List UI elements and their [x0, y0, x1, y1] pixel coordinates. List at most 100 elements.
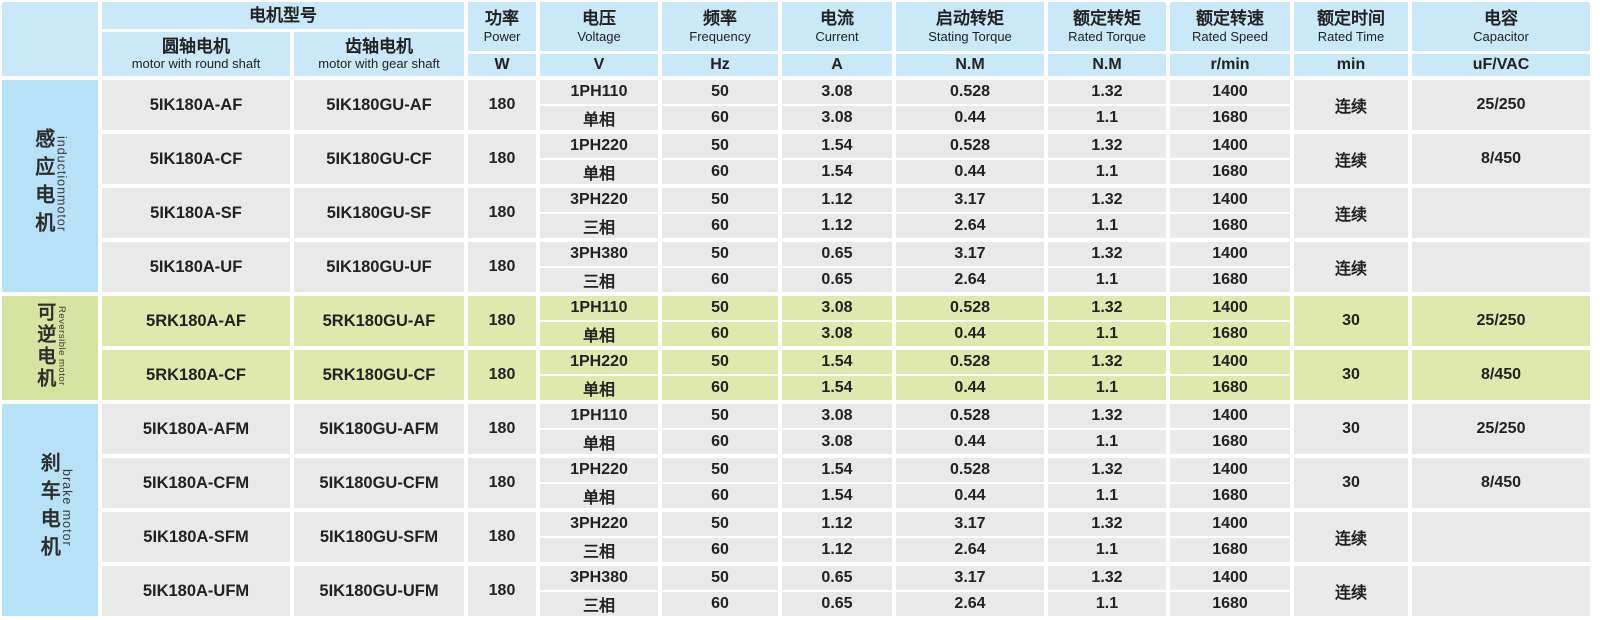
cell-gear-shaft-model: 5IK180GU-CFM: [294, 458, 468, 512]
header-current-en: Current: [815, 28, 859, 44]
cell-rated-time: 30: [1294, 296, 1412, 350]
cell-rated-speed: 1680: [1170, 160, 1294, 188]
cell-voltage-phase: 单相: [540, 160, 662, 188]
cell-stating-torque: 3.17: [896, 512, 1048, 538]
cell-stating-torque: 0.44: [896, 376, 1048, 404]
header-power: 功率 Power: [468, 2, 540, 54]
cell-stating-torque: 0.528: [896, 458, 1048, 484]
cell-rated-speed: 1680: [1170, 538, 1294, 566]
cell-capacitor: 25/250: [1412, 404, 1594, 458]
motor-row: 5IK180A-UF 5IK180GU-UF 180 3PH380 50 0.65 3.17…: [2, 242, 1594, 296]
table-header: 电机型号 功率 Power 电压 Voltage 频率 Frequency 电流…: [2, 2, 1594, 80]
cell-power: 180: [468, 458, 540, 512]
header-current-zh: 电流: [820, 9, 854, 29]
cell-rated-speed: 1400: [1170, 350, 1294, 376]
cell-rated-torque: 1.1: [1048, 430, 1170, 458]
cell-stating-torque: 0.44: [896, 322, 1048, 350]
group-label-en: inductionmotor: [54, 135, 69, 232]
cell-power: 180: [468, 188, 540, 242]
table-body: 感应电机 inductionmotor 5IK180A-AF 5IK180GU-AF 1…: [2, 80, 1594, 620]
cell-frequency: 50: [662, 566, 782, 592]
cell-frequency: 60: [662, 106, 782, 134]
header-rated-torque: 额定转矩 Rated Torque: [1048, 2, 1170, 54]
motor-row: 刹车电机 brake motor 5IK180A-AFM 5IK180GU-AFM 18…: [2, 404, 1594, 620]
motor-row-sub: 单相 60 3.08 0.44 1.1 1680: [2, 106, 1594, 134]
group-label-zh: 可逆电机: [34, 301, 56, 390]
header-rated-time-zh: 额定时间: [1317, 9, 1385, 29]
motor-row: 5RK180A-CF 5RK180GU-CF 180 1PH220 50 1.54 0.52…: [2, 350, 1594, 404]
header-rated-time: 额定时间 Rated Time: [1294, 2, 1412, 54]
cell-power: 180: [468, 404, 540, 458]
cell-current: 3.08: [782, 296, 896, 322]
header-motor-model: 电机型号: [102, 2, 468, 32]
cell-frequency: 50: [662, 242, 782, 268]
cell-rated-speed: 1400: [1170, 188, 1294, 214]
cell-rated-time: 30: [1294, 458, 1412, 512]
cell-frequency: 60: [662, 430, 782, 458]
cell-current: 3.08: [782, 106, 896, 134]
cell-power: 180: [468, 80, 540, 134]
header-capacitor-en: Capacitor: [1473, 28, 1529, 44]
cell-current: 1.54: [782, 134, 896, 160]
cell-voltage-phase: 单相: [540, 106, 662, 134]
cell-round-shaft-model: 5RK180A-AF: [102, 296, 294, 350]
motor-row: 5IK180A-CF 5IK180GU-CF 180 1PH220 50 1.54 0.52…: [2, 134, 1594, 188]
cell-rated-time: 连续: [1294, 566, 1412, 620]
cell-rated-speed: 1680: [1170, 268, 1294, 296]
unit-capacitor: uF/VAC: [1412, 54, 1594, 80]
cell-gear-shaft-model: 5IK180GU-AFM: [294, 404, 468, 458]
cell-rated-torque: 1.32: [1048, 242, 1170, 268]
motor-row-sub: 三相 60 1.12 2.64 1.1 1680: [2, 214, 1594, 242]
motor-row: 5IK180A-UFM 5IK180GU-UFM 180 3PH380 50 0.65 3.…: [2, 566, 1594, 620]
cell-rated-time: 连续: [1294, 80, 1412, 134]
cell-frequency: 50: [662, 404, 782, 430]
unit-rated-torque: N.M: [1048, 54, 1170, 80]
cell-rated-torque: 1.32: [1048, 296, 1170, 322]
group-label-reversible-motor: 可逆电机 Reversible motor: [2, 296, 102, 404]
cell-stating-torque: 0.44: [896, 160, 1048, 188]
cell-rated-time: 连续: [1294, 134, 1412, 188]
unit-stating-torque: N.M: [896, 54, 1048, 80]
cell-voltage-code: 3PH380: [540, 242, 662, 268]
cell-rated-torque: 1.1: [1048, 484, 1170, 512]
cell-capacitor: 8/450: [1412, 350, 1594, 404]
cell-stating-torque: 0.528: [896, 404, 1048, 430]
cell-stating-torque: 0.528: [896, 350, 1048, 376]
cell-power: 180: [468, 134, 540, 188]
cell-current: 3.08: [782, 322, 896, 350]
header-rated-speed-zh: 额定转速: [1196, 9, 1264, 29]
cell-gear-shaft-model: 5RK180GU-CF: [294, 350, 468, 404]
cell-frequency: 50: [662, 80, 782, 106]
motor-row-sub: 单相 60 1.54 0.44 1.1 1680: [2, 160, 1594, 188]
group-label-zh: 刹车电机: [37, 451, 60, 564]
header-capacitor: 电容 Capacitor: [1412, 2, 1594, 54]
motor-row: 5IK180A-SFM 5IK180GU-SFM 180 3PH220 50 1.12 3.…: [2, 512, 1594, 566]
cell-stating-torque: 3.17: [896, 566, 1048, 592]
cell-rated-torque: 1.32: [1048, 458, 1170, 484]
cell-voltage-code: 1PH220: [540, 134, 662, 160]
unit-rated-speed: r/min: [1170, 54, 1294, 80]
cell-rated-speed: 1400: [1170, 458, 1294, 484]
cell-stating-torque: 0.44: [896, 430, 1048, 458]
cell-gear-shaft-model: 5IK180GU-UFM: [294, 566, 468, 620]
cell-rated-torque: 1.32: [1048, 188, 1170, 214]
cell-round-shaft-model: 5IK180A-AF: [102, 80, 294, 134]
cell-current: 3.08: [782, 404, 896, 430]
cell-rated-speed: 1400: [1170, 512, 1294, 538]
cell-power: 180: [468, 296, 540, 350]
cell-rated-speed: 1400: [1170, 134, 1294, 160]
header-stating-torque-en: Stating Torque: [928, 28, 1012, 44]
cell-round-shaft-model: 5IK180A-UF: [102, 242, 294, 296]
cell-power: 180: [468, 566, 540, 620]
header-capacitor-zh: 电容: [1484, 9, 1518, 29]
header-frequency-zh: 频率: [703, 9, 737, 29]
cell-capacitor: 25/250: [1412, 296, 1594, 350]
cell-round-shaft-model: 5IK180A-CFM: [102, 458, 294, 512]
cell-rated-speed: 1400: [1170, 296, 1294, 322]
cell-frequency: 50: [662, 134, 782, 160]
header-stating-torque: 启动转矩 Stating Torque: [896, 2, 1048, 54]
cell-stating-torque: 0.528: [896, 80, 1048, 106]
cell-gear-shaft-model: 5RK180GU-AF: [294, 296, 468, 350]
cell-voltage-phase: 三相: [540, 214, 662, 242]
